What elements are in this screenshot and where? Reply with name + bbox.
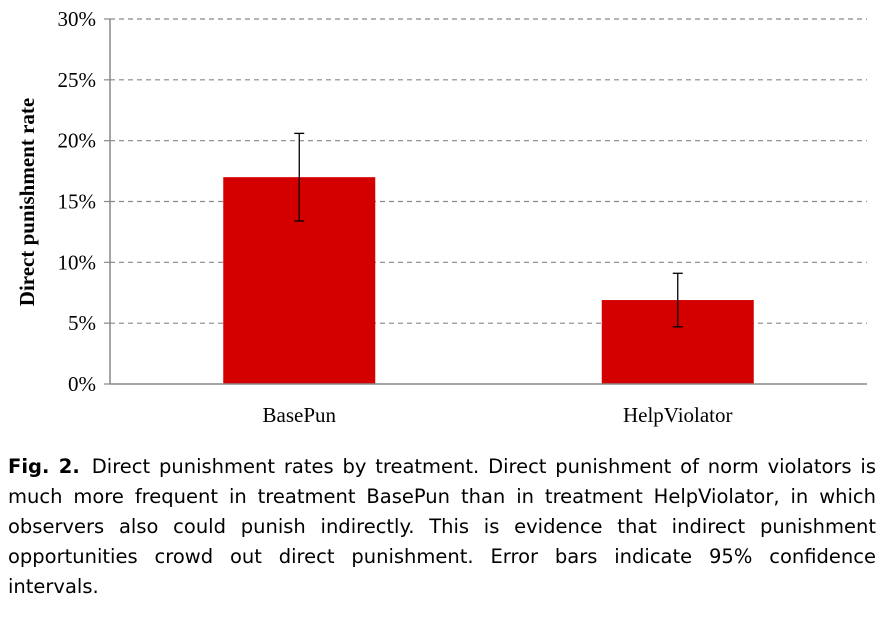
- figure-label: Fig. 2.: [8, 455, 80, 478]
- x-axis-ticks: BasePun HelpViolator: [263, 403, 733, 427]
- y-tick-label: 15%: [58, 190, 97, 214]
- figure-caption: Fig. 2. Direct punishment rates by treatm…: [8, 452, 876, 602]
- y-tick-label: 20%: [58, 129, 97, 153]
- y-axis-ticks: 0% 5% 10% 15% 20% 25% 30%: [58, 7, 110, 396]
- y-tick-label: 0%: [68, 372, 96, 396]
- y-tick-label: 30%: [58, 7, 97, 31]
- bar-chart: 0%5%10%15%20%25%30% BasePun HelpViolator …: [15, 7, 867, 427]
- y-tick-label: 10%: [58, 250, 97, 274]
- caption-text: Direct punishment rates by treatment. Di…: [8, 455, 876, 598]
- y-tick-label: 25%: [58, 68, 97, 92]
- x-tick-label: HelpViolator: [623, 403, 733, 427]
- y-tick-label: 5%: [68, 311, 96, 335]
- y-axis-label: Direct punishment rate: [15, 98, 39, 306]
- error-bars: [294, 132, 683, 328]
- x-tick-label: BasePun: [263, 403, 337, 427]
- bars: [223, 177, 754, 384]
